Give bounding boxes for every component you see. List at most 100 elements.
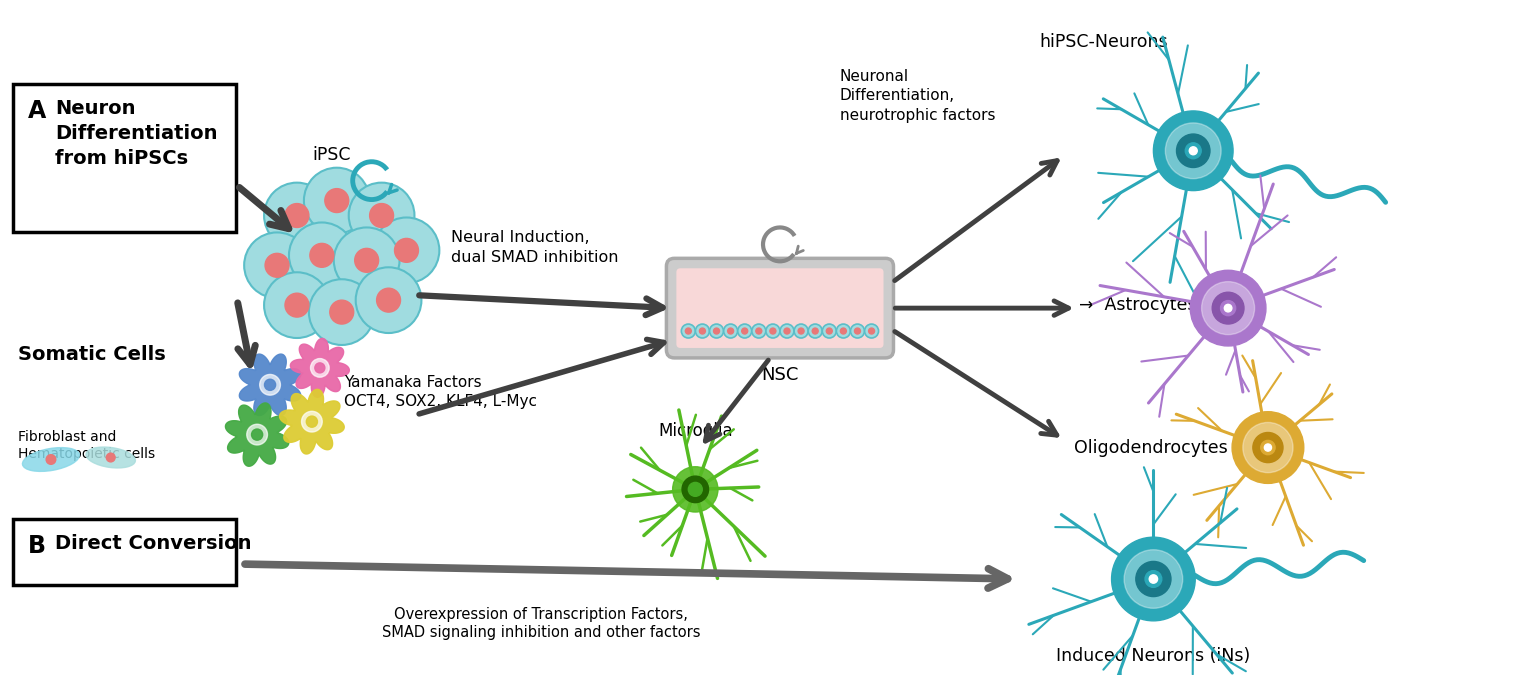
Circle shape <box>752 324 766 338</box>
Circle shape <box>798 328 804 334</box>
Circle shape <box>771 328 775 334</box>
Text: hiPSC-Neurons: hiPSC-Neurons <box>1039 33 1168 51</box>
Circle shape <box>333 227 399 293</box>
Circle shape <box>826 328 832 334</box>
Circle shape <box>1260 440 1276 455</box>
Circle shape <box>1253 433 1283 462</box>
FancyBboxPatch shape <box>14 84 236 233</box>
Circle shape <box>780 324 794 338</box>
Circle shape <box>304 168 370 233</box>
Circle shape <box>307 416 318 427</box>
Circle shape <box>864 324 878 338</box>
Circle shape <box>766 324 780 338</box>
Text: Oligodendrocytes: Oligodendrocytes <box>1074 439 1228 456</box>
Circle shape <box>286 293 309 317</box>
Circle shape <box>330 300 353 324</box>
Circle shape <box>840 328 846 334</box>
Circle shape <box>289 222 355 288</box>
Circle shape <box>688 483 703 496</box>
Circle shape <box>1111 537 1196 621</box>
Circle shape <box>714 328 720 334</box>
Polygon shape <box>226 403 289 466</box>
Text: NSC: NSC <box>761 366 798 384</box>
Text: Direct Conversion: Direct Conversion <box>55 534 252 553</box>
Circle shape <box>1150 575 1157 583</box>
Circle shape <box>1265 444 1271 451</box>
Circle shape <box>1165 123 1222 178</box>
Text: Microglia: Microglia <box>659 422 732 439</box>
Circle shape <box>310 358 328 377</box>
Circle shape <box>1202 282 1254 335</box>
Circle shape <box>376 288 401 312</box>
Circle shape <box>46 455 55 464</box>
Circle shape <box>106 453 115 462</box>
Text: Neuronal
Differentiation,
neurotrophic factors: Neuronal Differentiation, neurotrophic f… <box>840 69 995 122</box>
Ellipse shape <box>23 448 80 471</box>
Circle shape <box>310 243 333 267</box>
Circle shape <box>247 425 267 445</box>
Circle shape <box>855 328 861 334</box>
Circle shape <box>266 254 289 277</box>
Circle shape <box>755 328 761 334</box>
Circle shape <box>850 324 864 338</box>
Circle shape <box>784 328 791 334</box>
Circle shape <box>1190 270 1266 346</box>
Circle shape <box>1153 111 1233 191</box>
FancyBboxPatch shape <box>14 519 236 585</box>
Circle shape <box>264 379 276 390</box>
Text: Somatic Cells: Somatic Cells <box>18 345 166 364</box>
Text: A: A <box>28 99 46 123</box>
Circle shape <box>682 476 709 503</box>
Text: iPSC: iPSC <box>313 146 352 164</box>
Polygon shape <box>290 339 350 397</box>
Circle shape <box>1136 562 1171 597</box>
Circle shape <box>309 279 375 345</box>
Circle shape <box>1176 134 1210 168</box>
Circle shape <box>809 324 823 338</box>
Circle shape <box>682 324 695 338</box>
Circle shape <box>355 248 379 272</box>
Circle shape <box>1124 550 1182 608</box>
Ellipse shape <box>86 447 135 468</box>
Text: →  Astrocytes: → Astrocytes <box>1079 296 1196 314</box>
Text: B: B <box>28 534 46 558</box>
Circle shape <box>1190 147 1197 155</box>
Circle shape <box>823 324 837 338</box>
Polygon shape <box>239 354 301 416</box>
Circle shape <box>709 324 723 338</box>
Circle shape <box>738 324 752 338</box>
Circle shape <box>1145 571 1162 587</box>
Circle shape <box>373 218 439 283</box>
Text: Fibroblast and
Hematopoietic cells: Fibroblast and Hematopoietic cells <box>18 430 155 461</box>
Circle shape <box>356 267 422 333</box>
Circle shape <box>695 324 709 338</box>
Circle shape <box>264 272 330 338</box>
Text: Yamanaka Factors
OCT4, SOX2, KLF4, L-Myc: Yamanaka Factors OCT4, SOX2, KLF4, L-Myc <box>344 375 537 409</box>
Circle shape <box>672 466 718 512</box>
Circle shape <box>1220 301 1236 316</box>
Polygon shape <box>279 389 344 454</box>
Circle shape <box>1225 304 1233 312</box>
Circle shape <box>1233 412 1303 483</box>
Circle shape <box>252 429 262 440</box>
Circle shape <box>837 324 850 338</box>
Text: Neuron
Differentiation
from hiPSCs: Neuron Differentiation from hiPSCs <box>55 99 218 168</box>
Circle shape <box>301 411 322 432</box>
Circle shape <box>1243 422 1292 473</box>
Circle shape <box>348 183 414 248</box>
Text: Overexpression of Transcription Factors,
SMAD signaling inhibition and other fac: Overexpression of Transcription Factors,… <box>382 607 700 640</box>
Circle shape <box>1185 143 1202 159</box>
Circle shape <box>794 324 807 338</box>
Circle shape <box>685 328 691 334</box>
Circle shape <box>723 324 738 338</box>
Circle shape <box>700 328 706 334</box>
Circle shape <box>1213 292 1243 324</box>
Circle shape <box>394 239 419 262</box>
Circle shape <box>264 183 330 248</box>
Circle shape <box>869 328 875 334</box>
Circle shape <box>728 328 734 334</box>
FancyBboxPatch shape <box>666 258 893 358</box>
Circle shape <box>315 363 325 373</box>
Circle shape <box>286 203 309 227</box>
Text: Neural Induction,
dual SMAD inhibition: Neural Induction, dual SMAD inhibition <box>451 231 619 264</box>
